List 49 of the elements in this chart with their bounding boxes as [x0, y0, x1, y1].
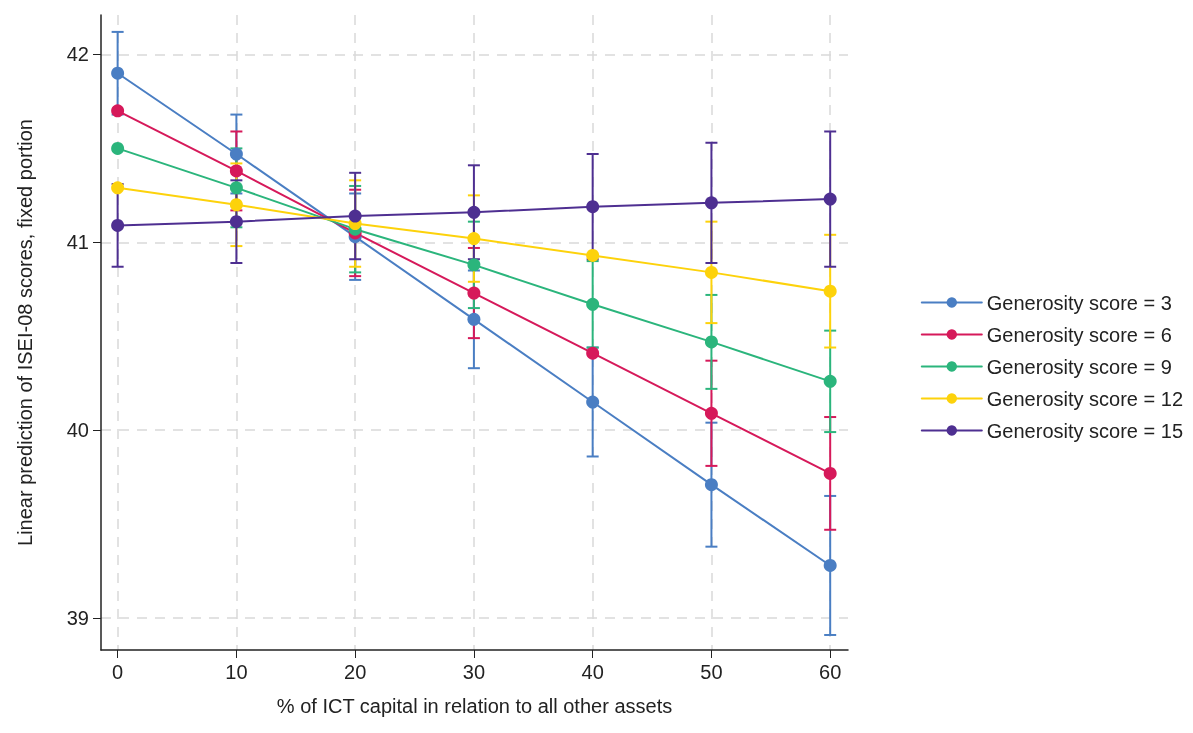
- x-tick-label: 0: [112, 661, 124, 683]
- y-tick-label: 39: [66, 607, 89, 630]
- point: [229, 164, 243, 178]
- point: [229, 181, 243, 195]
- point: [467, 258, 481, 272]
- point: [111, 104, 125, 118]
- point: [586, 248, 600, 262]
- point: [111, 66, 125, 80]
- point: [467, 232, 481, 246]
- point: [586, 395, 600, 409]
- point: [586, 346, 600, 360]
- point: [823, 466, 837, 480]
- point: [586, 200, 600, 214]
- point: [229, 198, 243, 212]
- x-axis-title: % of ICT capital in relation to all other assets: [276, 695, 673, 717]
- point: [823, 374, 837, 388]
- point: [111, 218, 125, 232]
- x-tick-label: 20: [344, 661, 367, 683]
- point: [229, 215, 243, 229]
- point: [467, 286, 481, 300]
- point: [823, 284, 837, 298]
- point: [704, 265, 718, 279]
- y-tick-label: 41: [66, 231, 89, 254]
- x-tick-label: 50: [700, 661, 723, 683]
- x-tick-label: 40: [581, 661, 604, 683]
- legend-label: Generosity score = 9: [986, 355, 1172, 378]
- y-tick-label: 40: [66, 419, 89, 442]
- legend-label: Generosity score = 12: [986, 387, 1184, 410]
- x-tick-label: 10: [225, 661, 248, 683]
- legend-label: Generosity score = 15: [986, 419, 1184, 442]
- x-tick-label: 60: [819, 661, 842, 683]
- point: [586, 297, 600, 311]
- point: [823, 558, 837, 572]
- point: [704, 196, 718, 210]
- legend-label: Generosity score = 6: [986, 323, 1172, 346]
- point: [229, 147, 243, 161]
- x-tick-label: 30: [462, 661, 486, 683]
- y-tick-label: 42: [66, 43, 89, 66]
- legend-label: Generosity score = 3: [986, 291, 1172, 314]
- point: [467, 312, 481, 326]
- point: [823, 192, 837, 206]
- point: [348, 209, 362, 223]
- point: [704, 335, 718, 349]
- point: [704, 478, 718, 492]
- y-axis-title: Linear prediction of ISEI-08 scores, fixed portion: [14, 119, 36, 546]
- point: [111, 141, 125, 155]
- point: [704, 406, 718, 420]
- point: [111, 181, 125, 195]
- point: [467, 205, 481, 219]
